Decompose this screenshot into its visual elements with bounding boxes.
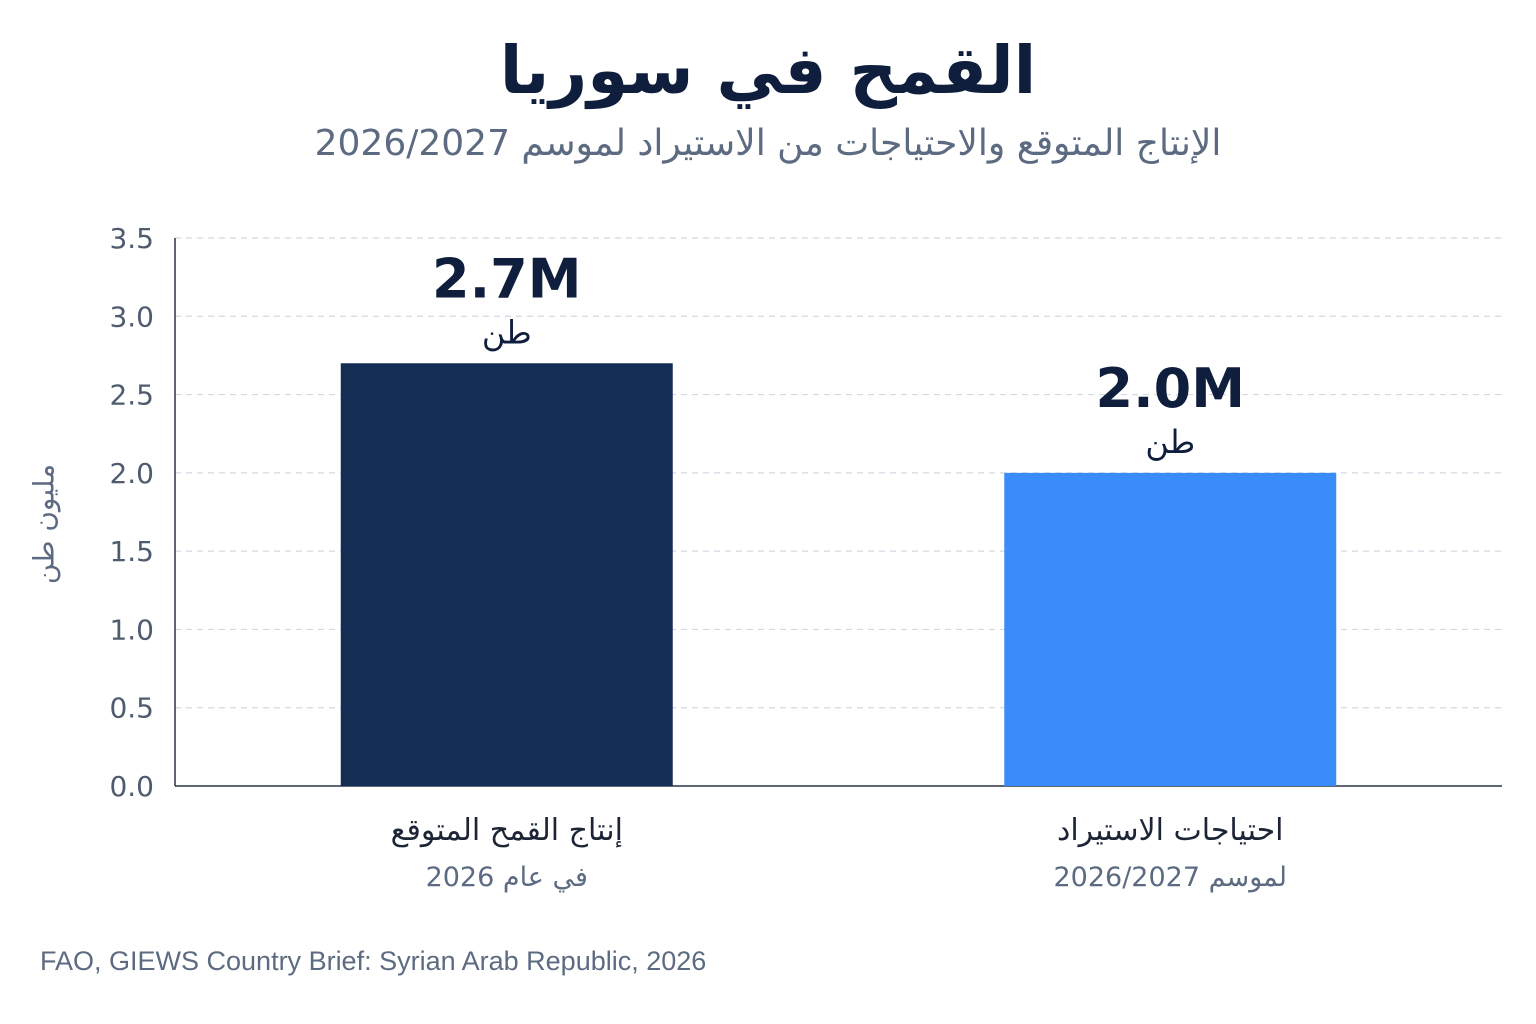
source-note: FAO, GIEWS Country Brief: Syrian Arab Re… — [40, 946, 707, 976]
bar-unit-label: طن — [1145, 423, 1195, 461]
y-tick-label: 1.0 — [109, 613, 154, 646]
bar-unit-label: طن — [482, 313, 532, 351]
x-category-label: إنتاج القمح المتوقع — [391, 813, 623, 848]
bar-value-label: 2.0M — [1096, 357, 1245, 420]
chart-subtitle: الإنتاج المتوقع والاحتياجات من الاستيراد… — [314, 123, 1222, 164]
bar-value-label: 2.7M — [432, 247, 581, 310]
y-tick-label: 0.0 — [109, 770, 154, 803]
bar — [340, 363, 673, 786]
bar — [1004, 472, 1337, 786]
y-tick-label: 2.5 — [109, 379, 154, 412]
y-tick-label: 3.0 — [109, 300, 154, 333]
y-tick-label: 2.0 — [109, 457, 154, 490]
x-category-sublabel: لموسم 2026/2027 — [1054, 862, 1288, 893]
y-tick-label: 1.5 — [109, 535, 154, 568]
y-tick-label: 0.5 — [109, 692, 154, 725]
x-category-label: احتياجات الاستيراد — [1057, 813, 1284, 848]
x-category-sublabel: في عام 2026 — [426, 862, 588, 893]
chart-title: القمح في سوريا — [499, 32, 1037, 109]
y-tick-label: 3.5 — [109, 222, 154, 255]
